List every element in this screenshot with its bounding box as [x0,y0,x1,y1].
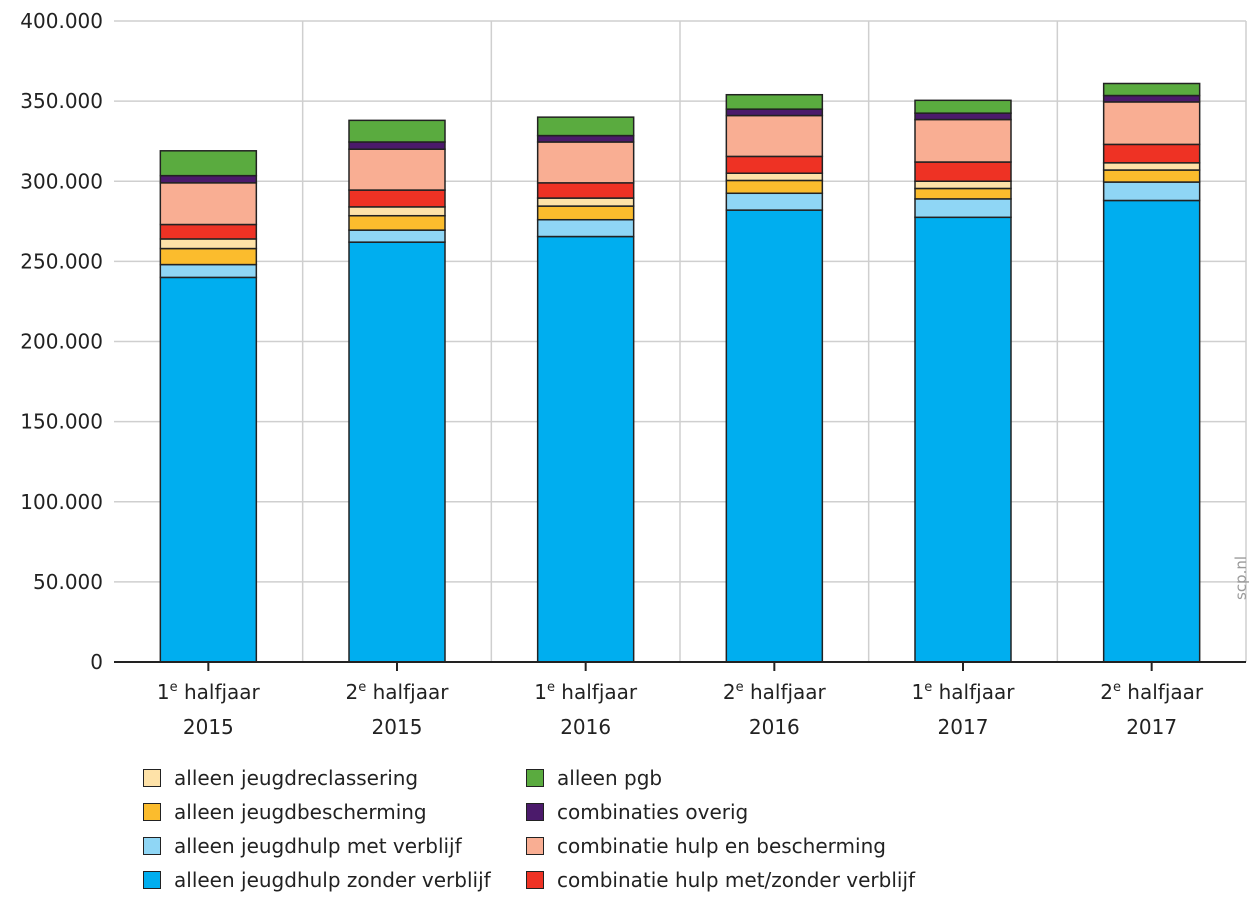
legend-swatch [526,871,544,889]
bar-segment [348,119,446,143]
watermark: scp.nl [1232,555,1250,600]
bar-segment [725,192,824,211]
bar-segment [536,197,635,207]
legend-label: alleen jeugdreclassering [174,766,419,790]
bar-segment [159,174,258,184]
bar-segment [159,150,258,177]
bar-segment [348,189,446,208]
x-tick-year: 2017 [1126,715,1177,739]
y-tick-label: 300.000 [20,169,103,193]
bar-segment [725,108,824,117]
bar-segment [348,214,446,231]
bar-segment [348,229,446,243]
legend-item-hulp-en-bescherming: combinatie hulp en bescherming [526,829,886,863]
legend-item-hulp-met-zonder-verblijf: combinatie hulp met/zonder verblijf [526,863,915,897]
legend-label: alleen pgb [557,766,663,790]
legend-item-combinaties-overig: combinaties overig [526,795,748,829]
bar-segment [1102,82,1201,97]
bar-segment [914,161,1012,183]
bar-segment [159,182,258,226]
bar-segment [159,263,258,279]
bar-segment [536,141,635,184]
bar-segment [1102,143,1201,164]
bar-segment [914,198,1012,219]
bar-segment [725,93,824,110]
bar-segment [1102,199,1201,663]
y-tick-label: 150.000 [20,410,103,434]
legend-label: combinatie hulp met/zonder verblijf [557,868,916,892]
legend-label: combinatie hulp en bescherming [557,834,886,858]
bar-segment [348,148,446,191]
bar-segment [725,179,824,195]
bar-segment [914,180,1012,190]
bar-segment [914,112,1012,121]
legend-label: combinaties overig [557,800,749,824]
bar-segment [159,247,258,266]
bar-segment [159,223,258,240]
bar-segment [725,172,824,182]
bar-segment [536,235,635,663]
bar-segment [536,205,635,221]
y-tick-label: 0 [90,650,103,674]
bar-segment [348,241,446,663]
legend-swatch [526,803,544,821]
legend-item-pgb: alleen pgb [526,761,662,795]
legend-label: alleen jeugdhulp met verblijf [174,834,462,858]
bar-segment [725,155,824,174]
bar-segment [1102,162,1201,171]
stacked-bar-chart: 0 50.000 100.000 150.000 200.000 250.000 300.0… [20,9,1247,739]
legend-swatch [526,769,544,787]
bar-segment [914,99,1012,114]
x-tick-label: 1e halfjaar [157,680,261,704]
y-axis-ticks: 0 50.000 100.000 150.000 200.000 250.000 300.0… [20,9,103,674]
legend-swatch [143,871,161,889]
y-tick-label: 400.000 [20,9,103,33]
legend-item-jeugdreclassering: alleen jeugdreclassering [143,761,418,795]
x-tick-year: 2016 [749,715,800,739]
y-tick-label: 350.000 [20,89,103,113]
bar-segment [725,209,824,663]
x-tick-year: 2016 [560,715,611,739]
x-tick-label: 1e halfjaar [912,680,1016,704]
bar-segment [1102,181,1201,202]
bar-segment [914,118,1012,163]
bar-segment [1102,94,1201,103]
x-tick-label: 2e halfjaar [346,680,450,704]
bar-segment [536,182,635,199]
x-tick-year: 2017 [938,715,989,739]
legend-swatch [143,803,161,821]
y-tick-label: 100.000 [20,490,103,514]
bar-segment [159,276,258,663]
legend-item-jeugdbescherming: alleen jeugdbescherming [143,795,427,829]
bar-segment [536,218,635,238]
bar-segment [914,187,1012,200]
y-tick-label: 200.000 [20,330,103,354]
legend-label: alleen jeugdbescherming [174,800,427,824]
y-tick-label: 50.000 [33,570,103,594]
x-tick-label: 2e halfjaar [723,680,827,704]
x-tick-year: 2015 [372,715,423,739]
bars [159,82,1201,663]
bar-segment [725,114,824,158]
legend-swatch [143,769,161,787]
x-tick-year: 2015 [183,715,234,739]
x-tick-label: 2e halfjaar [1100,680,1204,704]
legend-item-jeugdhulp-met-verblijf: alleen jeugdhulp met verblijf [143,829,462,863]
bar-segment [1102,169,1201,183]
x-tick-label: 1e halfjaar [534,680,638,704]
bar-segment [914,216,1012,663]
legend-item-jeugdhulp-zonder-verblijf: alleen jeugdhulp zonder verblijf [143,863,491,897]
bar-segment [536,116,635,137]
bar-segment [1102,101,1201,146]
y-tick-label: 250.000 [20,249,103,273]
x-axis: 1e halfjaar 2015 2e halfjaar 2015 1e halfjaa… [114,661,1246,739]
legend-label: alleen jeugdhulp zonder verblijf [174,868,491,892]
bar-segment [159,238,258,250]
legend-swatch [143,837,161,855]
legend-swatch [526,837,544,855]
bar-segment [348,141,446,150]
bar-segment [536,134,635,143]
grid-lines [114,20,1247,662]
bar-segment [348,206,446,217]
